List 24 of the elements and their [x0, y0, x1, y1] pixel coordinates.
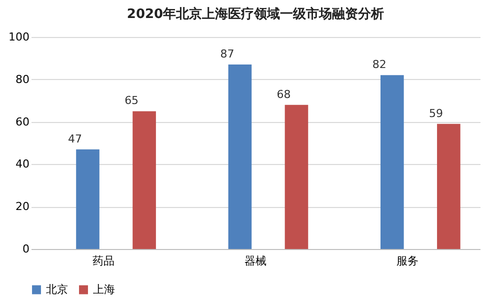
bar: [380, 75, 404, 249]
x-tick-label: 药品: [92, 254, 114, 268]
bar: [437, 124, 460, 249]
chart-title: 2020年北京上海医疗领域一级市场融资分析: [126, 6, 384, 22]
data-label: 47: [68, 132, 82, 146]
y-tick-label: 20: [16, 200, 30, 214]
data-label: 59: [428, 106, 443, 120]
legend-label: 上海: [93, 282, 115, 296]
y-tick-label: 40: [16, 158, 30, 171]
bar: [132, 111, 156, 249]
y-tick-label: 0: [22, 242, 30, 256]
legend-label: 北京: [46, 282, 68, 296]
data-label: 68: [276, 88, 291, 101]
y-tick-label: 80: [16, 72, 30, 86]
y-tick-label: 100: [8, 30, 30, 44]
bar: [76, 149, 100, 249]
data-label: 82: [372, 58, 386, 72]
x-tick-label: 服务: [396, 254, 419, 268]
data-label: 65: [124, 94, 139, 108]
x-tick-label: 器械: [244, 254, 266, 268]
data-label: 87: [220, 48, 234, 61]
bar: [284, 104, 308, 249]
bar: [228, 64, 252, 249]
y-tick-label: 60: [16, 115, 30, 128]
